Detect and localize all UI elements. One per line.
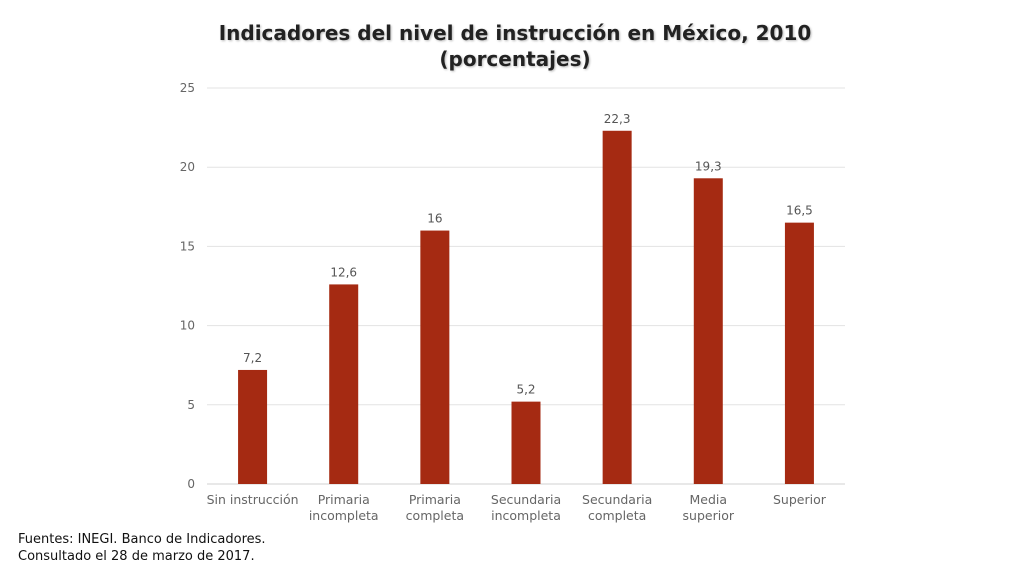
y-tick-label-5: 5	[187, 398, 195, 412]
chart-title-line-2: (porcentajes)	[439, 47, 591, 71]
data-label-4: 5,2	[516, 383, 535, 397]
x-tick-label-5-line-2: completa	[588, 508, 646, 523]
bar-2	[329, 284, 359, 484]
bar-6	[693, 178, 723, 484]
bar-7	[784, 222, 814, 484]
x-tick-label-4-line-1: Secundaria	[491, 492, 561, 507]
x-tick-label-6-line-2: superior	[683, 508, 735, 523]
bar-3	[420, 230, 450, 484]
chart-title: Indicadores del nivel de instrucción en …	[0, 20, 1024, 72]
y-tick-label-20: 20	[180, 160, 195, 174]
y-tick-label-25: 25	[180, 81, 195, 95]
x-tick-label-2-line-2: incompleta	[309, 508, 379, 523]
data-label-6: 19,3	[695, 159, 722, 173]
bar-5	[602, 130, 632, 484]
bar-chart: 0 5 10 15 20 25 7,2 Sin instrucción 12,6 Primaria…	[180, 81, 845, 523]
x-tick-label-3-line-2: completa	[406, 508, 464, 523]
y-tick-label-10: 10	[180, 319, 195, 333]
x-tick-label-1-line-1: Sin instrucción	[207, 492, 299, 507]
bar-4	[511, 401, 541, 484]
chart-title-line-1: Indicadores del nivel de instrucción en …	[218, 21, 812, 45]
x-tick-label-6-line-1: Media	[690, 492, 728, 507]
x-tick-label-7-line-1: Superior	[773, 492, 827, 507]
x-tick-label-4-line-2: incompleta	[491, 508, 561, 523]
source-line-2: Consultado el 28 de marzo de 2017.	[18, 549, 255, 564]
data-label-3: 16	[427, 212, 442, 226]
x-tick-label-5-line-1: Secundaria	[582, 492, 652, 507]
bar-1	[238, 369, 268, 484]
y-tick-label-15: 15	[180, 239, 195, 253]
data-label-1: 7,2	[243, 351, 262, 365]
data-label-2: 12,6	[330, 265, 357, 279]
x-tick-label-2-line-1: Primaria	[318, 492, 370, 507]
source-line-1: Fuentes: INEGI. Banco de Indicadores.	[18, 532, 266, 547]
x-tick-label-3-line-1: Primaria	[409, 492, 461, 507]
y-tick-label-0: 0	[187, 477, 195, 491]
source-note: Fuentes: INEGI. Banco de Indicadores. Co…	[18, 531, 266, 565]
data-label-7: 16,5	[786, 204, 813, 218]
data-label-5: 22,3	[604, 112, 631, 126]
